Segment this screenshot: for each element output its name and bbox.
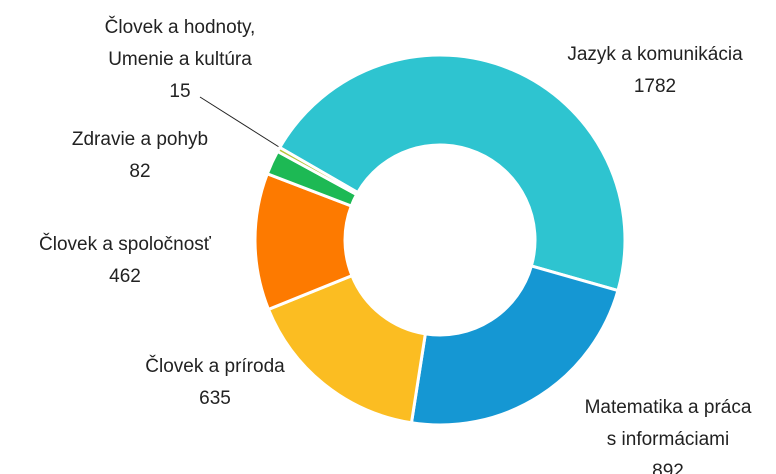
slice-value: 82 (129, 161, 150, 182)
slice-label: Matematika a práca (585, 397, 752, 418)
slice-label: Zdravie a pohyb (72, 129, 208, 150)
slice-label: s informáciami (607, 429, 729, 450)
donut-slice (275, 145, 360, 197)
slice-value: 462 (109, 266, 141, 287)
donut-slice (409, 264, 620, 427)
slice-value: 1782 (634, 76, 676, 97)
slice-value: 892 (652, 461, 684, 474)
slice-label: Jazyk a komunikácia (567, 44, 743, 65)
slice-label: Človek a príroda (145, 355, 285, 377)
donut-slice (277, 53, 627, 293)
slice-label: Človek a hodnoty, (105, 16, 256, 38)
slice-label: Umenie a kultúra (108, 49, 252, 70)
slice-value: 15 (169, 81, 190, 102)
slice-value: 635 (199, 388, 231, 409)
slice-label: Človek a spoločnosť (39, 233, 212, 255)
